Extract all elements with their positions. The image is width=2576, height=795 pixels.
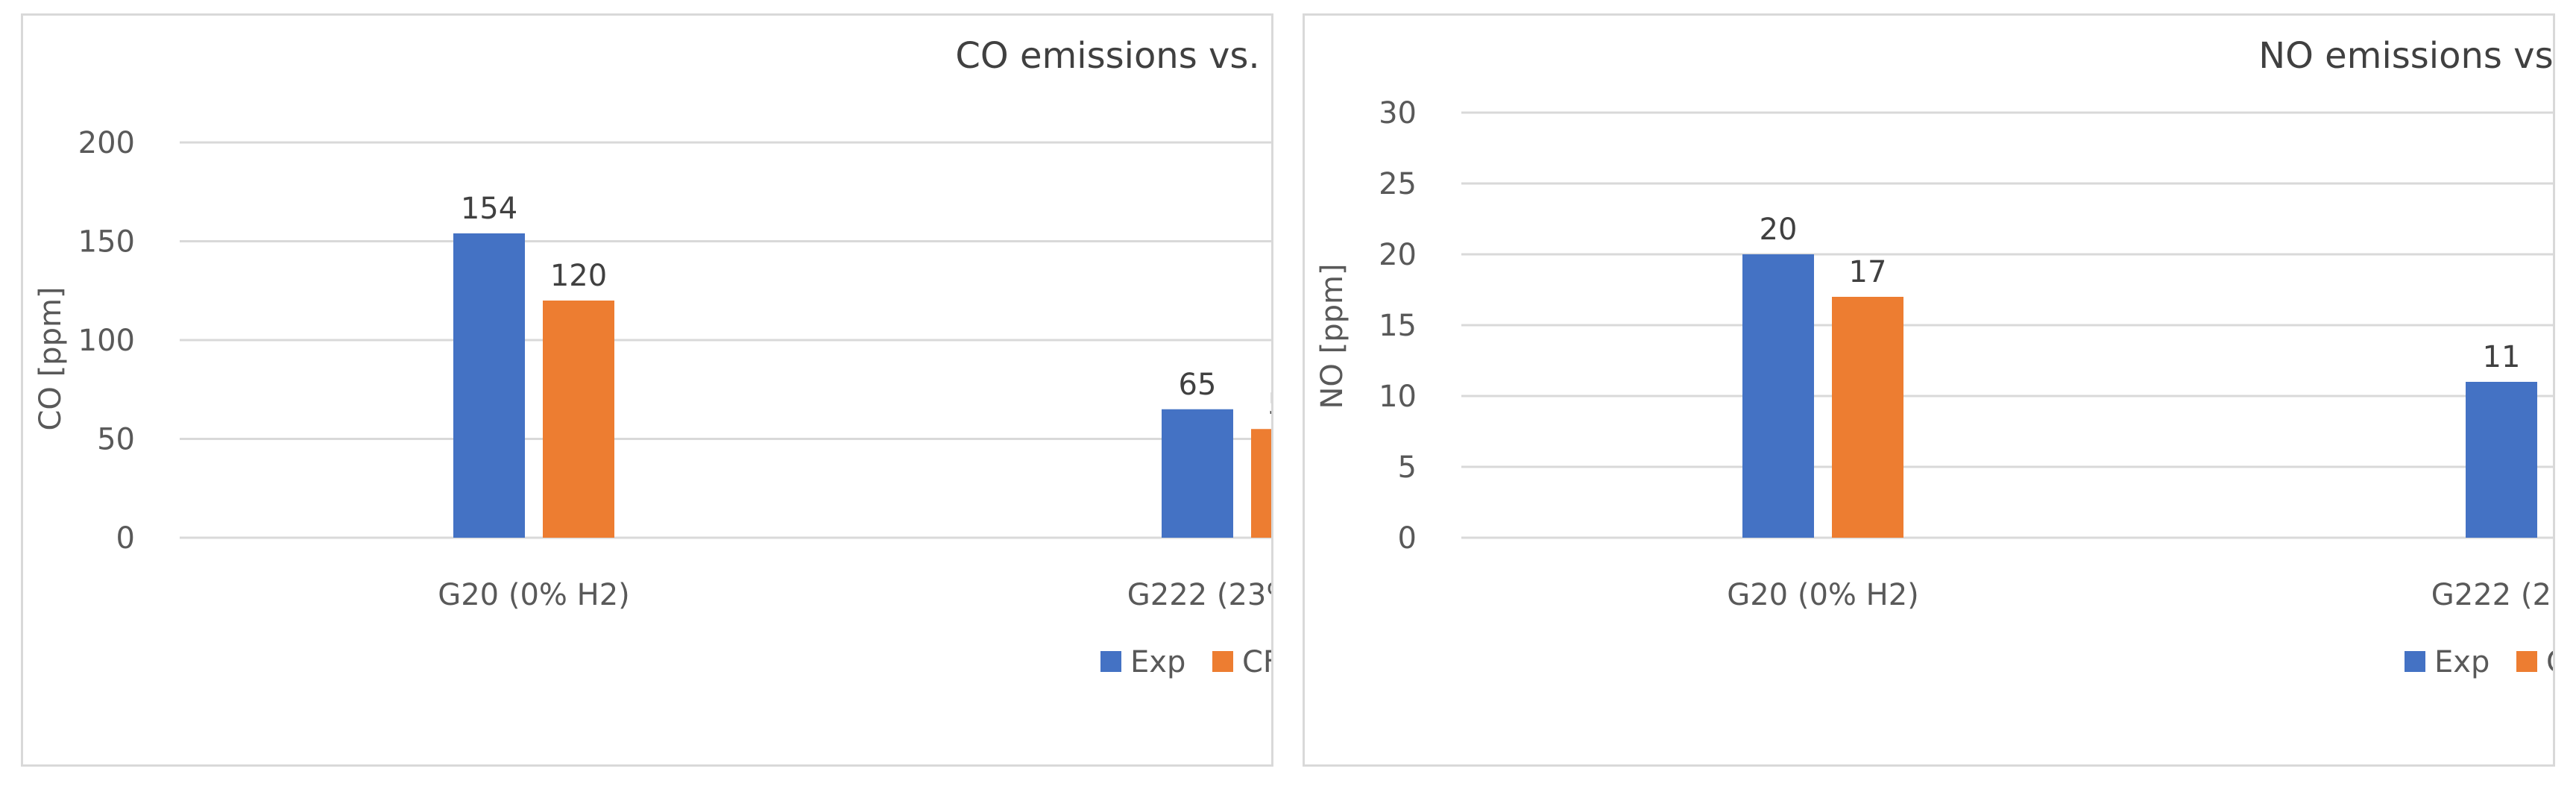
no-bar-exp (1742, 254, 1814, 538)
no-y-tick-label: 15 (1379, 309, 1417, 343)
co-chart-title: CO emissions vs. H2 content (955, 35, 1271, 77)
co-plot-group: CO emissions vs. H2 content 0 50 100 150 200 C… (34, 35, 1271, 679)
co-chart-panel: CO emissions vs. H2 content 0 50 100 150 200 C… (21, 13, 1273, 767)
no-plot-group: NO emissions vs. H2 content 0 5 10 15 20 25 30 N… (1315, 35, 2553, 679)
no-data-label: 17 (1849, 255, 1887, 289)
co-x-category-label: G20 (0% H2) (438, 578, 630, 612)
co-y-tick-label: 0 (116, 521, 135, 556)
co-data-label: 154 (461, 192, 517, 226)
no-bar-exp (2466, 382, 2537, 538)
no-y-tick-label: 20 (1379, 238, 1417, 272)
co-data-label: 65 (1179, 368, 1217, 402)
co-legend-label-exp: Exp (1130, 645, 1185, 679)
no-legend-label-cfd: CFD (2546, 645, 2553, 679)
no-chart-title: NO emissions vs. H2 content (2258, 35, 2553, 77)
co-legend-swatch-cfd (1212, 651, 1233, 672)
co-legend-label-cfd: CFD (1242, 645, 1271, 679)
no-x-category-label: G20 (0% H2) (1727, 578, 1919, 612)
co-y-axis-label: CO [ppm] (34, 286, 68, 430)
no-legend-swatch-exp (2405, 651, 2425, 672)
no-legend-label-exp: Exp (2434, 645, 2490, 679)
no-bar-cfd (1832, 297, 1903, 538)
no-chart-panel: NO emissions vs. H2 content 0 5 10 15 20 25 30 N… (1303, 13, 2555, 767)
co-bar-cfd (1251, 429, 1271, 538)
no-y-tick-label: 30 (1379, 96, 1417, 131)
co-y-tick-label: 150 (78, 225, 135, 260)
no-data-label: 11 (2483, 340, 2521, 374)
no-legend-swatch-cfd (2516, 651, 2537, 672)
co-y-tick-label: 200 (78, 126, 135, 160)
no-y-tick-label: 0 (1398, 521, 1417, 556)
no-chart: NO emissions vs. H2 content 0 5 10 15 20 25 30 N… (1315, 35, 2553, 679)
no-y-axis-label: NO [ppm] (1315, 263, 1350, 409)
co-bar-cfd (543, 301, 614, 538)
co-data-label: 120 (550, 259, 607, 293)
no-data-label: 20 (1760, 213, 1798, 247)
co-chart: CO emissions vs. H2 content 0 50 100 150 200 C… (34, 35, 1271, 679)
no-y-tick-label: 5 (1398, 450, 1417, 485)
co-data-label: 55 (1268, 387, 1271, 421)
no-y-tick-label: 25 (1379, 167, 1417, 201)
co-bar-exp (1162, 409, 1233, 538)
co-y-tick-label: 100 (78, 324, 135, 358)
no-x-category-label: G222 (23% H2) (2431, 578, 2553, 612)
co-x-category-label: G222 (23% H2) (1127, 578, 1271, 612)
co-bar-exp (453, 233, 525, 538)
co-y-tick-label: 50 (97, 423, 135, 457)
no-y-tick-label: 10 (1379, 380, 1417, 414)
co-legend-swatch-exp (1100, 651, 1121, 672)
